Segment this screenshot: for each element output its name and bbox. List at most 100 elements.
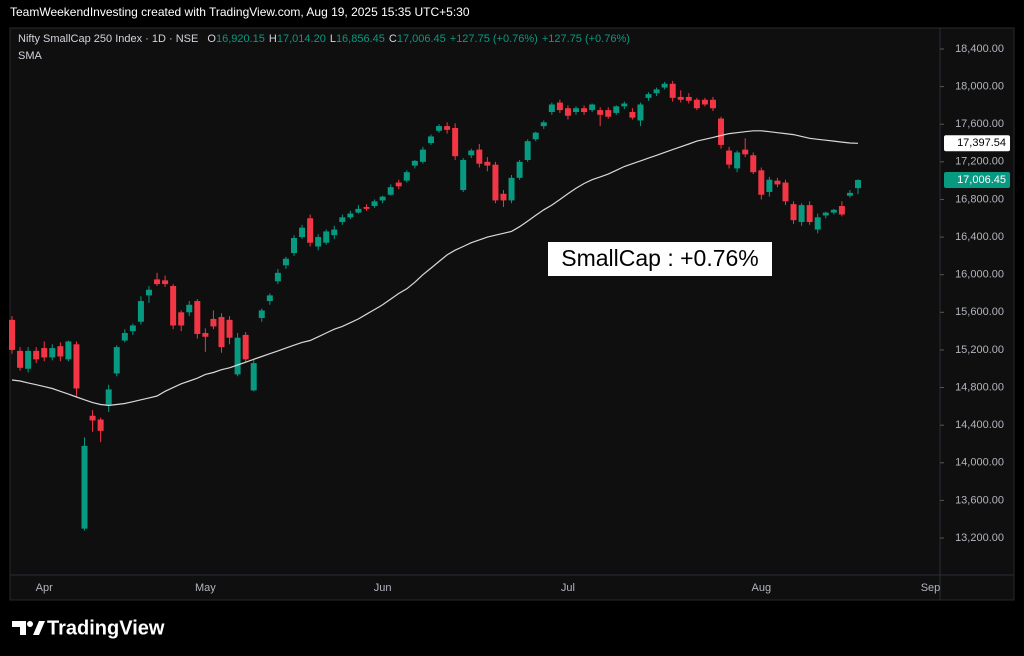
candle-body: [564, 108, 571, 116]
candle-body: [669, 83, 676, 98]
candle-body: [274, 272, 281, 282]
candle-body: [339, 217, 346, 223]
candle-body: [460, 159, 467, 191]
candle-body: [137, 301, 144, 322]
candle-body: [718, 118, 725, 145]
candle-body: [782, 182, 789, 202]
candle-body: [726, 150, 733, 165]
candle-body: [758, 170, 765, 195]
y-tick-label: 16,000.00: [955, 269, 1004, 281]
plot: [9, 80, 861, 531]
candle-body: [307, 218, 314, 243]
candle-body: [822, 212, 829, 216]
candle-body: [548, 104, 555, 112]
candle-body: [371, 201, 378, 207]
y-tick-label: 17,600.00: [955, 118, 1004, 130]
candle-body: [436, 126, 443, 131]
logo-icon: [12, 621, 45, 635]
candle-body: [637, 104, 644, 121]
candle-body: [540, 122, 547, 127]
y-tick-label: 18,000.00: [955, 80, 1004, 92]
y-tick-label: 14,800.00: [955, 381, 1004, 393]
candle-body: [49, 348, 56, 358]
change: +127.75 (+0.76%): [449, 33, 538, 45]
ohlc-key: C: [388, 33, 397, 45]
candle-body: [17, 350, 24, 368]
candle-body: [186, 304, 193, 313]
candle-body: [403, 172, 410, 181]
annotation-box: [548, 242, 772, 276]
candle-body: [250, 363, 257, 391]
price-label: 17,006.45: [957, 174, 1006, 186]
x-tick-label: Jul: [561, 582, 575, 594]
candle-body: [411, 160, 418, 166]
candle-body: [65, 341, 72, 360]
logo-text: TradingView: [47, 617, 165, 639]
change: +127.75 (+0.76%): [541, 33, 630, 45]
candle-body: [355, 208, 362, 213]
candle-body: [395, 182, 402, 187]
y-tick-label: 14,000.00: [955, 457, 1004, 469]
candle-body: [613, 106, 620, 113]
legend-header: Nifty SmallCap 250 Index · 1D · NSE O16,…: [18, 33, 634, 45]
candle-body: [492, 164, 499, 201]
y-tick-label: 17,200.00: [955, 156, 1004, 168]
candle-body: [573, 108, 579, 112]
x-tick-label: Sep: [921, 582, 941, 594]
candle-body: [814, 217, 821, 230]
candle-body: [830, 209, 837, 213]
candle-body: [645, 94, 652, 98]
y-tick-label: 18,400.00: [955, 43, 1004, 55]
candle-body: [468, 150, 475, 156]
candle-body: [500, 193, 507, 201]
candle-body: [838, 206, 845, 215]
logo-shape: [12, 621, 26, 635]
candle-body: [323, 231, 330, 243]
candle-body: [621, 103, 628, 107]
candle-body: [97, 419, 104, 431]
candle-body: [387, 187, 394, 195]
candle-body: [790, 204, 797, 221]
candle-body: [774, 180, 781, 185]
y-tick-label: 13,200.00: [955, 532, 1004, 544]
candle-body: [41, 348, 48, 358]
y-tick-label: 13,600.00: [955, 494, 1004, 506]
candle-body: [291, 238, 297, 254]
chart-panel: [9, 27, 1015, 601]
candle-body: [419, 149, 426, 162]
y-tick-label: 16,800.00: [955, 193, 1004, 205]
candle-body: [162, 280, 169, 285]
candle-body: [331, 229, 338, 236]
y-tick-label: 14,400.00: [955, 419, 1004, 431]
sma-line: [11, 130, 859, 407]
candle-body: [750, 155, 757, 173]
candle-body: [154, 279, 161, 285]
candle-body: [484, 161, 491, 166]
ohlc-key: L: [329, 33, 336, 45]
ohlc-key: H: [268, 33, 277, 45]
annotation: SmallCap : +0.76%: [561, 245, 759, 271]
logo-dot: [27, 621, 33, 627]
symbol: Nifty SmallCap 250 Index · 1D · NSE: [18, 33, 199, 45]
ohlc-value: 16,920.15: [215, 33, 265, 45]
candle-body: [597, 110, 604, 115]
candle-body: [766, 179, 773, 192]
candle-body: [234, 337, 241, 375]
candle-body: [524, 141, 531, 160]
candle-body: [846, 192, 853, 196]
candle-body: [33, 350, 40, 360]
price-label-box: [944, 172, 1010, 189]
candle-body: [629, 111, 636, 118]
candle-body: [25, 350, 32, 369]
candle-body: [605, 110, 612, 117]
candle-body: [427, 136, 434, 144]
candle-body: [709, 99, 716, 109]
x-tick-label: Apr: [36, 582, 53, 594]
x-tick-label: Aug: [752, 582, 772, 594]
candle-body: [363, 206, 370, 209]
candle-body: [347, 213, 354, 218]
candle-body: [299, 227, 306, 238]
candle-body: [266, 295, 273, 302]
candle-body: [677, 96, 684, 100]
